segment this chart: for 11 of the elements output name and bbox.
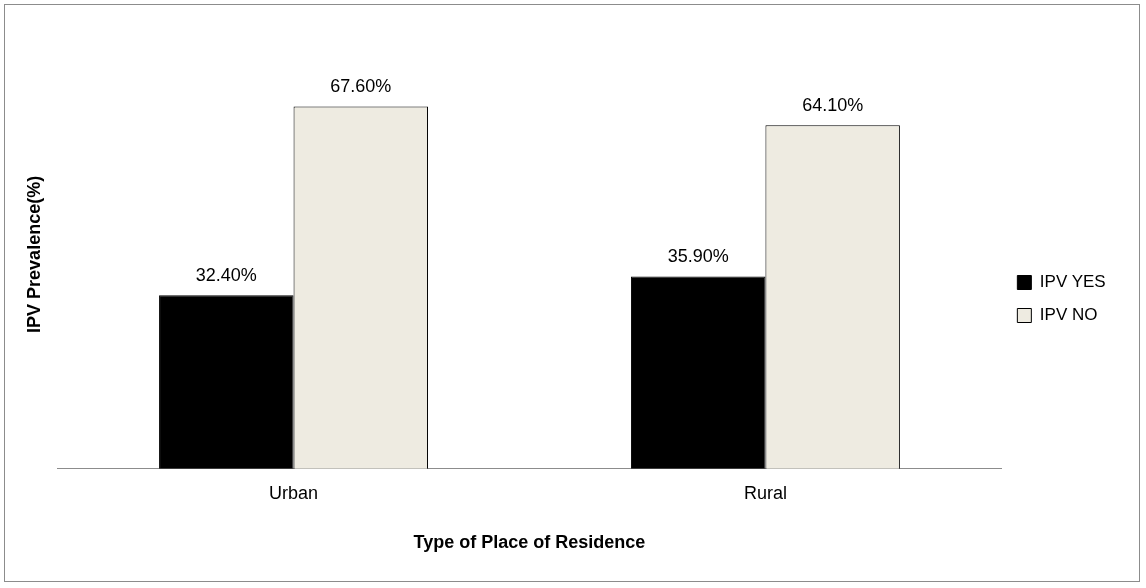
bar (630, 276, 766, 469)
data-label: 35.90% (667, 246, 729, 267)
y-axis-title: IPV Prevalence(%) (23, 175, 44, 333)
data-label: 32.40% (195, 265, 257, 286)
legend-label: IPV NO (1039, 305, 1098, 325)
x-tick-label: Urban (269, 482, 319, 503)
legend-label: IPV YES (1039, 272, 1106, 292)
data-label: 67.60% (330, 76, 392, 97)
x-axis-title: Type of Place of Residence (413, 532, 646, 553)
data-label: 64.10% (802, 95, 864, 116)
x-tick-label: Rural (743, 482, 787, 503)
